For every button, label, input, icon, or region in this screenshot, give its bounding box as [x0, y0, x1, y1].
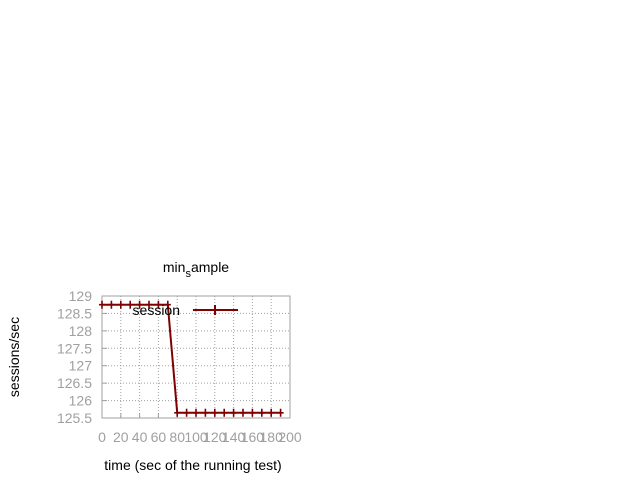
data-point	[249, 408, 256, 417]
plot-frame	[101, 295, 291, 419]
x-tick-label: 120	[203, 429, 227, 445]
y-tick-label: 127.5	[57, 340, 92, 356]
data-point	[99, 300, 105, 309]
legend-label-session: session	[133, 302, 180, 318]
y-tick-label: 129	[69, 288, 93, 304]
data-point	[277, 408, 284, 417]
data-point	[211, 408, 218, 417]
grid	[101, 295, 291, 419]
data-point	[221, 408, 228, 417]
x-tick-label: 20	[113, 429, 129, 445]
chart-title: minsample	[163, 259, 229, 280]
y-axis-label: sessions/sec	[6, 317, 22, 397]
x-tick-label: 40	[132, 429, 148, 445]
data-point	[183, 408, 190, 417]
data-point	[268, 408, 275, 417]
x-tick-label: 80	[169, 429, 185, 445]
x-tick-label: 60	[151, 429, 167, 445]
y-tick-label: 126	[69, 393, 93, 409]
data-point	[108, 300, 115, 309]
data-point	[240, 408, 246, 417]
x-tick-label: 160	[241, 429, 265, 445]
y-tick-label: 126.5	[57, 375, 92, 391]
data-point	[258, 408, 265, 417]
data-point	[146, 300, 152, 309]
y-tick-label: 125.5	[57, 410, 92, 426]
data-point	[230, 408, 237, 417]
data-point	[202, 408, 209, 417]
x-tick-label: 140	[222, 429, 246, 445]
data-point	[193, 408, 199, 417]
data-point	[117, 300, 124, 309]
data-point	[155, 300, 162, 309]
x-tick-label: 0	[98, 429, 106, 445]
x-axis-label: time (sec of the running test)	[104, 457, 281, 473]
x-tick-label: 100	[184, 429, 208, 445]
data-point	[127, 300, 134, 309]
series-line-session	[102, 303, 281, 414]
legend: session	[133, 302, 238, 318]
x-tick-label: 200	[278, 429, 302, 445]
data-point	[136, 300, 143, 309]
y-tick-label: 128.5	[57, 305, 92, 321]
x-tick-label: 180	[260, 429, 284, 445]
data-point	[164, 300, 171, 309]
series-session	[99, 300, 284, 417]
y-tick-label: 127	[69, 358, 93, 374]
y-tick-label: 128	[69, 323, 93, 339]
data-point	[174, 408, 181, 417]
